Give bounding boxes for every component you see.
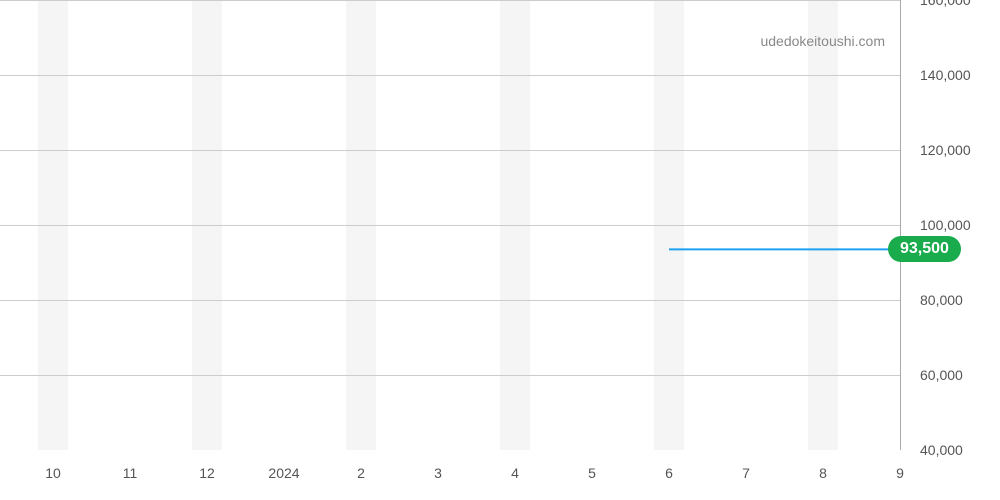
current-value-text: 93,500 — [900, 240, 949, 257]
y-tick-label: 80,000 — [920, 292, 963, 308]
x-tick-label: 2024 — [268, 465, 299, 481]
x-tick-label: 12 — [199, 465, 215, 481]
x-tick-label: 5 — [588, 465, 596, 481]
x-tick-label: 2 — [357, 465, 365, 481]
gridline — [0, 75, 900, 76]
gridline — [0, 0, 900, 1]
x-tick-label: 6 — [665, 465, 673, 481]
x-tick-label: 7 — [742, 465, 750, 481]
gridline — [0, 375, 900, 376]
chart-container: 40,000 60,000 80,000 100,000 120,000 140,000 1… — [0, 0, 1000, 500]
y-tick-label: 120,000 — [920, 142, 971, 158]
y-tick-label: 100,000 — [920, 217, 971, 233]
y-axis-line — [900, 0, 901, 450]
x-tick-label: 4 — [511, 465, 519, 481]
x-tick-label: 10 — [45, 465, 61, 481]
plot-area — [0, 0, 900, 450]
x-tick-label: 11 — [123, 465, 138, 481]
watermark-text: udedokeitoushi.com — [760, 33, 885, 49]
y-tick-label: 60,000 — [920, 367, 963, 383]
x-tick-label: 9 — [896, 465, 904, 481]
gridline — [0, 300, 900, 301]
gridline — [0, 150, 900, 151]
current-value-badge: 93,500 — [888, 236, 961, 262]
x-tick-label: 8 — [819, 465, 827, 481]
y-tick-label: 140,000 — [920, 67, 971, 83]
y-tick-label: 40,000 — [920, 442, 963, 458]
x-tick-label: 3 — [434, 465, 442, 481]
gridline — [0, 225, 900, 226]
y-tick-label: 160,000 — [920, 0, 971, 8]
